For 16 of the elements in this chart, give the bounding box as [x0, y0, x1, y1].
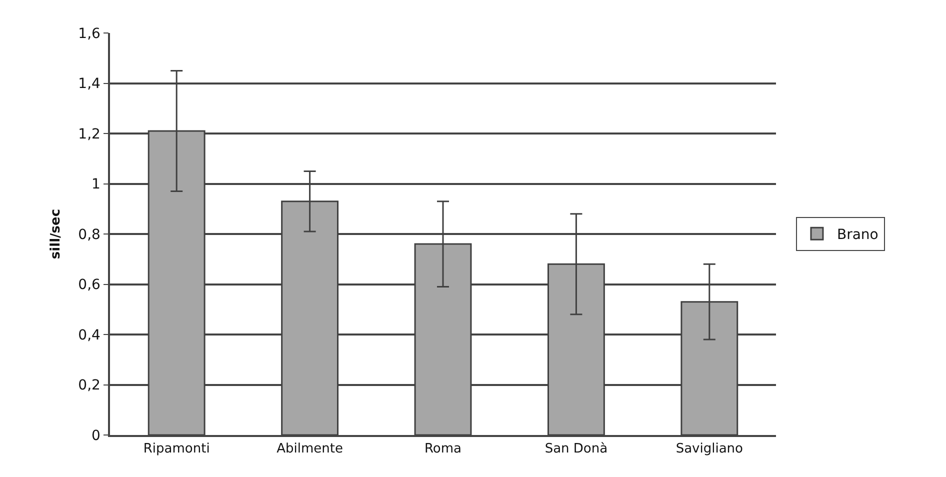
y-tick-label: 0,8 [78, 226, 100, 243]
y-tick-label: 0 [92, 428, 100, 444]
x-tick-label: Savigliano [676, 441, 744, 456]
x-tick-label: San Donà [544, 441, 608, 456]
x-tick-label: Ripamonti [143, 441, 210, 456]
y-tick-label: 1 [92, 176, 100, 193]
y-tick-label: 1,6 [78, 26, 101, 42]
x-tick-label: Roma [424, 441, 462, 456]
y-tick-label: 1,4 [78, 76, 101, 92]
legend-label: Brano [836, 227, 878, 244]
y-tick-label: 0,6 [78, 277, 101, 294]
y-tick-label: 0,4 [78, 327, 101, 344]
y-tick-label: 1,2 [78, 126, 100, 142]
x-tick-label: Abilmente [276, 441, 343, 456]
y-axis-title: sill/sec [48, 208, 64, 260]
y-tick-label: 0,2 [78, 378, 100, 394]
